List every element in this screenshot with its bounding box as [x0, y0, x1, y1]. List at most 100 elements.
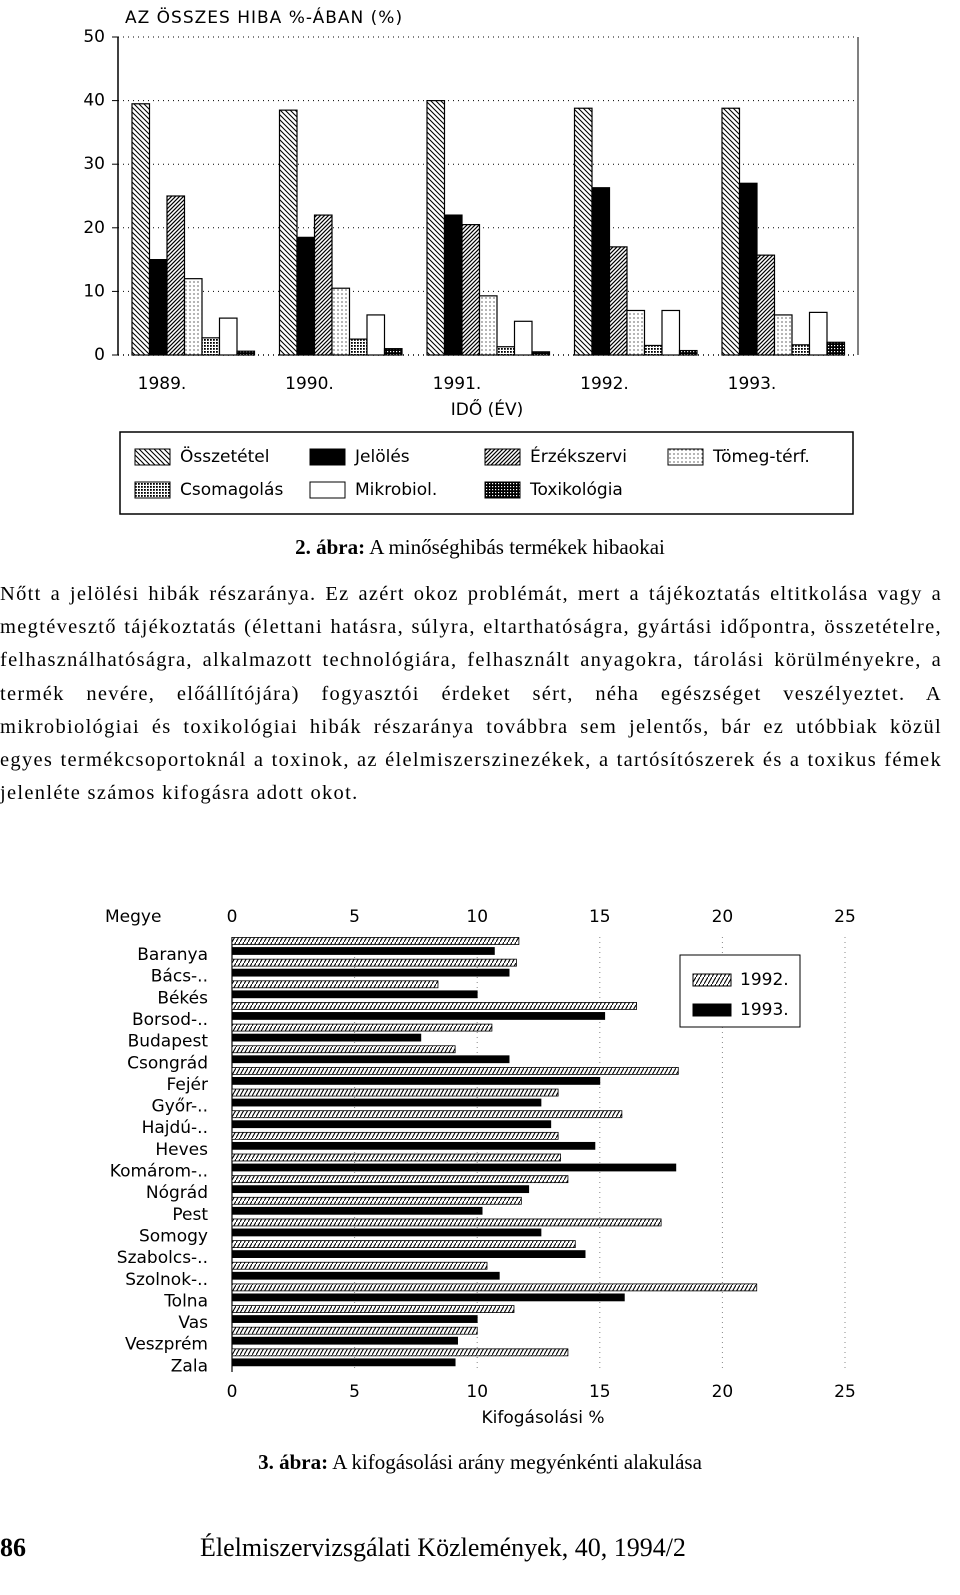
- caption-label: 2. ábra:: [295, 535, 366, 559]
- bar: [231, 1271, 500, 1280]
- caption-label: 3. ábra:: [258, 1450, 329, 1474]
- x-tick-label: 20: [712, 1382, 734, 1402]
- x-tick-label: 1990.: [285, 374, 334, 394]
- legend-swatch: [134, 448, 171, 466]
- y-tick-label: Békés: [157, 988, 208, 1008]
- bar: [231, 1045, 456, 1054]
- y-tick-label: Csongrád: [127, 1053, 208, 1073]
- bar: [236, 350, 256, 356]
- bar: [443, 214, 463, 356]
- bar: [231, 1141, 596, 1150]
- bar: [426, 99, 446, 356]
- x-tick-label: 0: [227, 1382, 238, 1402]
- legend-swatch: [309, 448, 346, 466]
- y-tick-label: Pest: [172, 1205, 208, 1225]
- bar: [231, 1131, 559, 1140]
- bar: [231, 1120, 552, 1129]
- x-tick-label: 1993.: [728, 374, 777, 394]
- bar: [231, 1110, 623, 1119]
- bar: [461, 224, 481, 356]
- chart-title: AZ ÖSSZES HIBA %-ÁBAN (%): [125, 6, 403, 28]
- bar: [231, 1055, 510, 1064]
- y-tick-label: Somogy: [139, 1226, 208, 1246]
- bar: [531, 351, 551, 356]
- legend-swatch: [309, 481, 346, 499]
- y-axis-label: Megye: [105, 907, 161, 927]
- y-tick-label: 20: [83, 218, 105, 238]
- bar: [513, 320, 533, 356]
- bar: [231, 1348, 569, 1357]
- bar: [183, 278, 203, 356]
- bar: [231, 980, 439, 989]
- bar: [231, 1098, 542, 1107]
- bar: [231, 1066, 679, 1075]
- y-tick-label: Vas: [178, 1313, 208, 1333]
- bar: [808, 311, 828, 356]
- bar: [231, 1305, 515, 1313]
- y-tick-label: Szolnok-..: [125, 1270, 208, 1290]
- bar: [231, 1023, 493, 1032]
- x-tick-label: 25: [834, 907, 856, 927]
- legend-label: Összetétel: [180, 445, 269, 467]
- bar: [231, 1283, 758, 1292]
- bar: [773, 314, 793, 356]
- bar: [231, 1293, 625, 1302]
- y-tick-label: Veszprém: [125, 1335, 208, 1355]
- legend-swatch: [484, 481, 521, 499]
- y-tick-label: Hajdú-..: [142, 1118, 208, 1138]
- journal: Élelmiszervizsgálati Közlemények, 40, 19…: [200, 1533, 686, 1562]
- legend-label: Toxikológia: [529, 480, 623, 500]
- legend-label: 1992.: [740, 970, 789, 990]
- bar: [348, 338, 368, 356]
- bar: [296, 236, 316, 356]
- bar: [231, 1196, 522, 1205]
- bar: [826, 341, 846, 356]
- legend-swatch: [134, 481, 171, 499]
- bar: [643, 344, 663, 356]
- bar: [231, 937, 520, 945]
- figure-caption: 2. ábra: A minőséghibás termékek hibaoka…: [0, 535, 960, 560]
- chart: Megye 00551010151520202525BaranyaBács-..B…: [105, 907, 856, 1428]
- x-tick-label: 15: [589, 907, 611, 927]
- x-tick-label: 5: [349, 907, 360, 927]
- x-axis-label: IDŐ (ÉV): [451, 398, 524, 420]
- bar: [231, 1153, 561, 1162]
- y-tick-label: Fejér: [167, 1075, 208, 1095]
- bar: [278, 109, 298, 356]
- bar: [721, 107, 741, 356]
- legend-label: Érzékszervi: [530, 445, 627, 467]
- legend-label: 1993.: [740, 1000, 789, 1020]
- y-tick-label: Bács-..: [151, 967, 208, 987]
- y-tick-label: 50: [83, 27, 105, 47]
- y-tick-label: 0: [94, 345, 105, 365]
- legend-swatch: [692, 973, 732, 987]
- bar: [231, 1002, 637, 1010]
- legend-label: Tömeg-térf.: [712, 447, 810, 467]
- x-tick-label: 15: [589, 1382, 611, 1402]
- bar: [573, 107, 593, 356]
- x-tick-label: 10: [466, 907, 488, 927]
- bar: [231, 968, 510, 977]
- bar: [231, 1185, 530, 1194]
- y-tick-label: 10: [83, 281, 105, 301]
- bar: [756, 254, 776, 356]
- legend-label: Mikrobiol.: [355, 480, 437, 500]
- bar: [383, 348, 403, 356]
- bar: [661, 309, 681, 356]
- bar: [201, 337, 221, 356]
- bar: [231, 1033, 422, 1042]
- y-tick-label: Zala: [171, 1356, 208, 1376]
- x-tick-label: 5: [349, 1382, 360, 1402]
- bar: [231, 1326, 478, 1335]
- y-tick-label: Győr-..: [152, 1097, 208, 1117]
- y-tick-label: Borsod-..: [132, 1010, 208, 1030]
- legend-label: Csomagolás: [180, 480, 283, 500]
- bar: [231, 1358, 456, 1367]
- bar: [231, 1336, 458, 1345]
- y-tick-label: 30: [83, 154, 105, 174]
- legend-label: Jelölés: [354, 447, 410, 467]
- x-tick-label: 20: [712, 907, 734, 927]
- legend-box: [119, 431, 854, 515]
- bar: [148, 259, 168, 356]
